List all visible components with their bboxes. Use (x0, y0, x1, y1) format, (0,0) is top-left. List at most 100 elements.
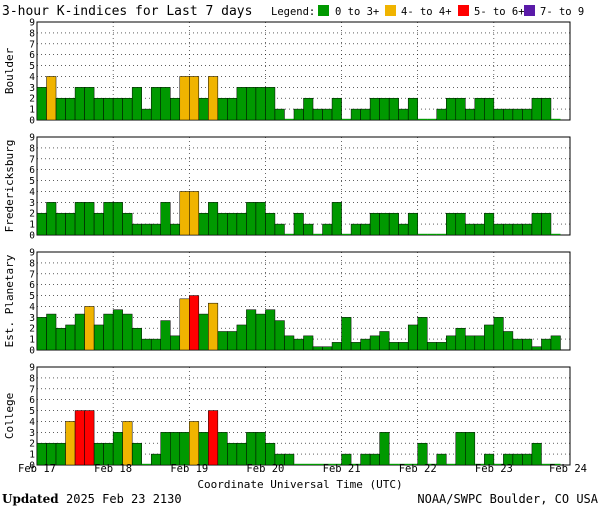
bar (541, 97, 552, 121)
bar (255, 87, 266, 121)
bar (303, 223, 314, 236)
chart-title: 3-hour K-indices for Last 7 days (2, 4, 252, 19)
y-tick-label: 7 (29, 269, 35, 280)
bar (531, 97, 542, 121)
bar (303, 97, 314, 121)
bar (522, 338, 533, 351)
legend-swatch-storm (458, 5, 469, 16)
bar (150, 223, 161, 236)
bar (388, 97, 399, 121)
station-label: Boulder (3, 47, 16, 94)
bar (74, 87, 85, 121)
y-tick-label: 4 (29, 72, 35, 83)
bar (465, 108, 476, 121)
bar (379, 97, 390, 121)
bar (350, 342, 361, 351)
bar (131, 442, 142, 466)
bar (150, 338, 161, 351)
bar (503, 223, 514, 236)
bar (322, 108, 333, 121)
y-tick-label: 6 (29, 50, 35, 61)
y-tick-label: 4 (29, 417, 35, 428)
bar (284, 118, 294, 120)
bar (407, 212, 418, 236)
bar (55, 212, 66, 236)
x-tick-label: Feb 17 (18, 463, 56, 475)
bar (227, 442, 238, 466)
bar (46, 202, 57, 236)
bar (417, 233, 428, 235)
y-tick-label: 9 (29, 248, 35, 259)
bar (379, 212, 390, 236)
bar (131, 223, 142, 236)
bar (170, 97, 181, 121)
bar (313, 463, 323, 465)
bar (150, 453, 161, 466)
updated-label: Updated (2, 492, 59, 506)
bar (112, 309, 123, 351)
bar (484, 453, 495, 466)
bar (398, 108, 409, 121)
bar (274, 108, 285, 121)
bar (369, 212, 380, 236)
bar (427, 463, 437, 465)
bar (550, 335, 561, 351)
y-tick-label: 7 (29, 154, 35, 165)
bar (351, 463, 361, 465)
bar (541, 463, 551, 465)
bar (350, 108, 361, 121)
bar (46, 76, 57, 121)
bar (455, 97, 466, 121)
bar (246, 202, 257, 236)
bar (293, 463, 304, 465)
bar (112, 432, 123, 466)
bar (379, 331, 390, 351)
bar (284, 335, 295, 351)
x-tick-label: Feb 22 (399, 463, 437, 475)
y-tick-label: 5 (29, 61, 35, 72)
y-tick-label: 4 (29, 187, 35, 198)
bar (493, 317, 504, 351)
y-tick-label: 3 (29, 428, 35, 439)
bar (36, 87, 47, 121)
bar (84, 202, 95, 236)
bar (550, 118, 561, 120)
bar (398, 463, 409, 465)
y-tick-label: 0 (29, 231, 35, 242)
bar (427, 118, 437, 120)
bar (189, 76, 200, 121)
bar (160, 202, 171, 236)
bar (93, 324, 104, 351)
bar (246, 432, 257, 466)
bar (65, 97, 76, 121)
bar (436, 342, 447, 351)
bar (217, 97, 228, 121)
x-axis-label: Coordinate Universal Time (UTC) (197, 478, 402, 491)
bar (465, 223, 476, 236)
bar (341, 233, 352, 235)
bar (236, 324, 247, 351)
bar (398, 342, 409, 351)
bar (255, 202, 266, 236)
bar (36, 442, 47, 466)
bar (217, 432, 228, 466)
bar (522, 453, 533, 466)
y-tick-label: 0 (29, 346, 35, 357)
bar (503, 108, 514, 121)
y-tick-label: 8 (29, 28, 35, 39)
bar (36, 212, 47, 236)
bar (484, 212, 495, 236)
bar (217, 212, 228, 236)
bar (303, 335, 314, 351)
bar (274, 223, 285, 236)
bar (417, 317, 428, 351)
y-tick-label: 5 (29, 176, 35, 187)
bar (160, 432, 171, 466)
bar (122, 421, 133, 466)
bar (84, 410, 95, 466)
bar (141, 338, 152, 351)
bar (170, 432, 181, 466)
legend: Legend: 0 to 3+ 4- to 4+ 5- to 6+ 7- to … (271, 5, 584, 18)
